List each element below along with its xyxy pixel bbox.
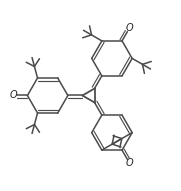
Text: O: O <box>125 23 133 33</box>
Text: O: O <box>9 91 17 100</box>
Text: O: O <box>125 158 133 168</box>
